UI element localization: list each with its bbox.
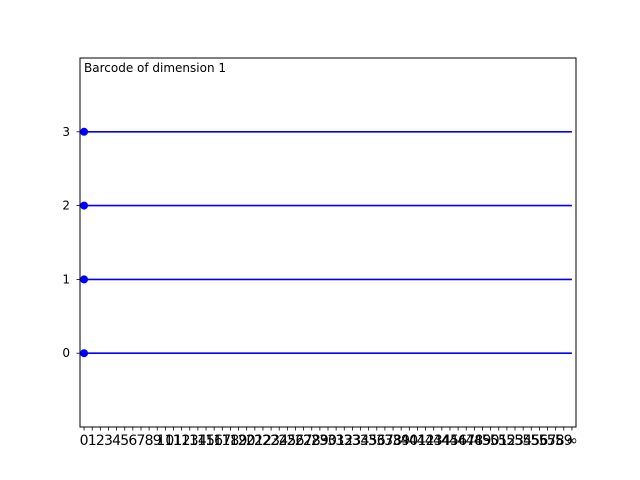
x-tick-label: 49 [474,433,492,449]
x-tick-label: 21 [246,433,264,449]
x-tick-label: 17 [213,433,231,449]
x-tick-label: 22 [254,433,272,449]
x-tick-label: 47 [457,433,475,449]
x-tick-label: 56 [530,433,548,449]
x-tick-label: 42 [417,433,435,449]
x-tick-label: 29 [311,433,329,449]
x-tick-label: 2 [96,433,105,449]
x-tick-label: 26 [287,433,305,449]
x-tick-label: 33 [343,433,361,449]
x-tick-label: 8 [145,433,154,449]
x-tick-label: 50 [482,433,500,449]
x-tick-label: 35 [360,433,378,449]
x-tick-label: 9 [153,433,162,449]
x-tick-label: 27 [295,433,313,449]
x-tick-label: ∞ [566,433,578,449]
x-tick-label: 20 [238,433,256,449]
x-tick-label: 37 [376,433,394,449]
x-tick-label: 55 [522,433,540,449]
x-tick-label: 25 [278,433,296,449]
x-tick-label: 32 [335,433,353,449]
x-tick-label: 5 [120,433,129,449]
x-tick-label: 14 [189,433,207,449]
y-tick-label: 0 [62,346,70,360]
bar-birth-point-2 [80,201,89,210]
x-tick-label: 45 [441,433,459,449]
chart-title: Barcode of dimension 1 [84,61,226,75]
x-tick-label: 34 [352,433,370,449]
x-tick-label: 44 [433,433,451,449]
bar-birth-point-1 [80,275,89,284]
x-axis-ticks: 0 1 2 3 4 5 6 7 8 9101112131415161718192021222324… [80,427,578,449]
x-tick-label: 28 [303,433,321,449]
x-tick-label: 24 [270,433,288,449]
x-tick-label: 40 [400,433,418,449]
x-tick-label: 46 [449,433,467,449]
x-tick-label: 51 [490,433,508,449]
x-tick-label: 13 [181,433,199,449]
bar-birth-point-3 [80,127,89,136]
x-tick-label: 1 [88,433,97,449]
x-tick-label: 48 [465,433,483,449]
x-tick-label: 54 [514,433,532,449]
x-tick-label: 7 [137,433,146,449]
y-tick-label: 2 [62,199,70,213]
x-tick-label: 6 [128,433,137,449]
x-tick-label: 30 [319,433,337,449]
x-tick-label: 59 [555,433,573,449]
x-tick-label: 19 [230,433,248,449]
x-tick-label: 10 [156,433,174,449]
x-tick-label: 43 [425,433,443,449]
x-tick-label: 41 [409,433,427,449]
y-tick-label: 1 [62,272,70,286]
x-tick-label: 36 [368,433,386,449]
x-tick-label: 58 [547,433,565,449]
x-tick-label: 57 [539,433,557,449]
x-tick-label: 3 [104,433,113,449]
y-axis-ticks: 0 1 2 3 [62,125,80,360]
x-tick-label: 11 [165,433,183,449]
x-tick-label: 39 [392,433,410,449]
bar-birth-point-0 [80,349,89,358]
x-tick-label: 53 [506,433,524,449]
x-tick-label: 0 [80,433,89,449]
x-tick-label: 23 [262,433,280,449]
x-tick-label: 52 [498,433,516,449]
y-tick-label: 3 [62,125,70,139]
x-tick-label: 12 [173,433,191,449]
x-tick-label: 15 [197,433,215,449]
plot-frame [79,57,577,428]
x-tick-label: 31 [327,433,345,449]
x-tick-label: 4 [112,433,121,449]
x-tick-label: 38 [384,433,402,449]
x-tick-label: 18 [222,433,240,449]
x-tick-label: 16 [205,433,223,449]
barcode-bars [80,127,572,358]
